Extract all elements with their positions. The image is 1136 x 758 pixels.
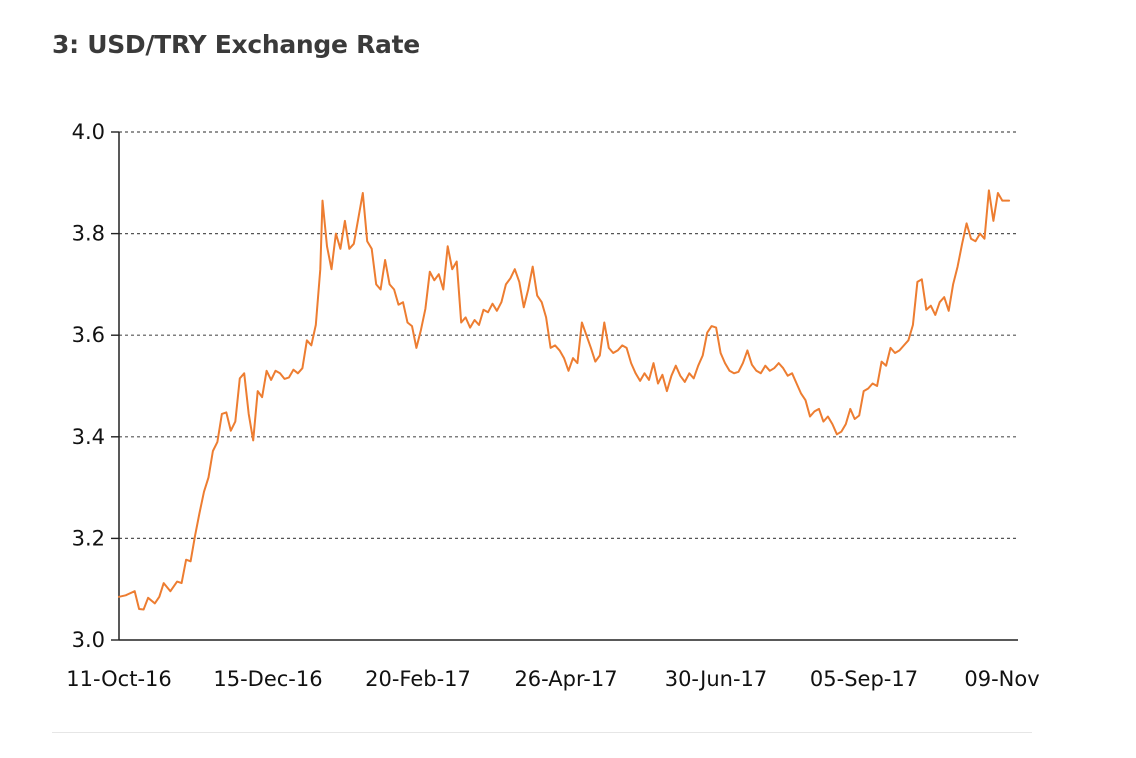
series-line-0 <box>118 189 1011 611</box>
chart-title: 3: USD/TRY Exchange Rate <box>52 30 420 59</box>
y-axis-ticks: 3.0 3.2 3.4 3.6 3.8 4.0 <box>72 120 119 652</box>
gridlines <box>119 131 1018 540</box>
series-layer <box>118 189 1011 611</box>
x-tick-label: 09-Nov <box>964 667 1039 691</box>
y-tick-label: 3.8 <box>72 222 105 246</box>
x-tick-label: 05-Sep-17 <box>810 667 918 691</box>
y-tick-label: 3.0 <box>72 628 105 652</box>
x-tick-label: 30-Jun-17 <box>665 667 768 691</box>
axes <box>118 132 1018 641</box>
y-tick-label: 3.4 <box>72 425 105 449</box>
divider <box>52 732 1032 733</box>
x-tick-label: 11-Oct-16 <box>66 667 172 691</box>
y-tick-label: 3.6 <box>72 323 105 347</box>
x-axis-ticks: 11-Oct-16 15-Dec-16 20-Feb-17 26-Apr-17 30-J… <box>66 667 1039 691</box>
x-tick-label: 15-Dec-16 <box>213 667 322 691</box>
x-tick-label: 20-Feb-17 <box>365 667 471 691</box>
y-tick-label: 3.2 <box>72 526 105 550</box>
x-tick-label: 26-Apr-17 <box>514 667 617 691</box>
y-tick-label: 4.0 <box>72 120 105 144</box>
